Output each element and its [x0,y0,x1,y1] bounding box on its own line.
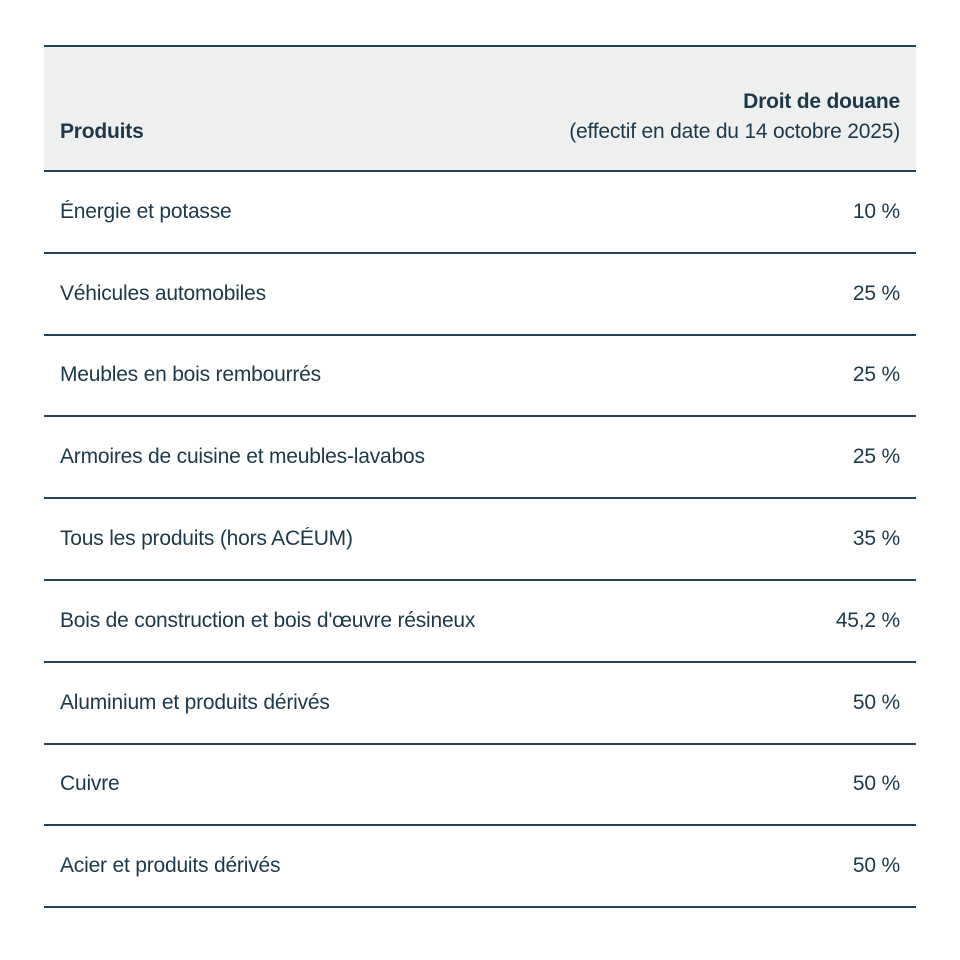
product-name: Énergie et potasse [60,199,232,223]
table-row: Meubles en bois rembourrés 25 % [44,336,916,418]
tariff-column-subtitle: (effectif en date du 14 octobre 2025) [569,120,900,143]
tariff-table: Produits Droit de douane (effectif en da… [44,45,916,909]
tariff-value: 50 % [852,690,900,714]
column-header-tariff: Droit de douane (effectif en date du 14 … [569,87,900,147]
table-header: Produits Droit de douane (effectif en da… [44,47,916,172]
table-row: Aluminium et produits dérivés 50 % [44,663,916,745]
tariff-value: 25 % [852,281,900,305]
tariff-value: 45,2 % [835,608,900,632]
product-name: Tous les produits (hors ACÉUM) [60,527,353,551]
tariff-value: 35 % [852,527,900,551]
table-row: Cuivre 50 % [44,745,916,827]
tariff-value: 25 % [852,363,900,387]
product-name: Acier et produits dérivés [60,854,281,878]
tariff-value: 50 % [852,772,900,796]
table-row: Énergie et potasse 10 % [44,172,916,254]
tariff-value: 10 % [852,199,900,223]
tariff-value: 50 % [852,854,900,878]
product-name: Bois de construction et bois d'œuvre rés… [60,608,476,632]
table-body: Énergie et potasse 10 % Véhicules automo… [44,172,916,909]
table-row: Bois de construction et bois d'œuvre rés… [44,581,916,663]
column-header-products: Produits [60,120,144,143]
product-name: Cuivre [60,772,120,796]
tariff-column-title: Droit de douane [743,90,900,113]
product-name: Véhicules automobiles [60,281,266,305]
product-name: Armoires de cuisine et meubles-lavabos [60,445,425,469]
product-name: Aluminium et produits dérivés [60,690,330,714]
table-row: Véhicules automobiles 25 % [44,254,916,336]
table-row: Acier et produits dérivés 50 % [44,826,916,909]
tariff-value: 25 % [852,445,900,469]
table-row: Armoires de cuisine et meubles-lavabos 2… [44,417,916,500]
product-name: Meubles en bois rembourrés [60,363,321,387]
table-row: Tous les produits (hors ACÉUM) 35 % [44,499,916,581]
